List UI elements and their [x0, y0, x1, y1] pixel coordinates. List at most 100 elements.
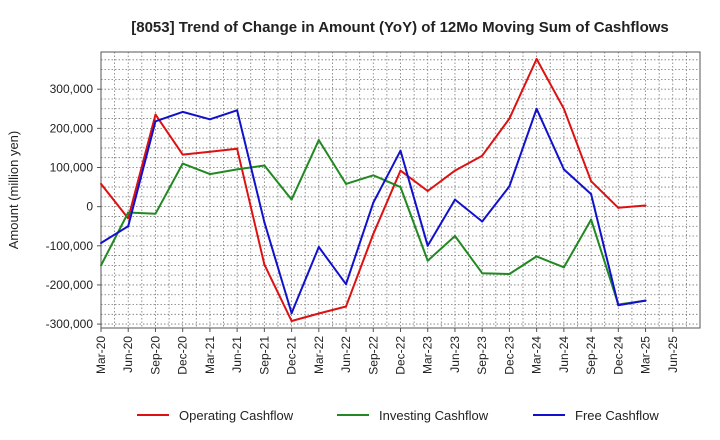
x-tick-label: Mar-25: [639, 336, 653, 374]
x-axis: Mar-20 Jun-20 Sep-20 Dec-20 Mar-21 Jun-21 Sep-…: [94, 328, 680, 375]
y-tick-label: 100,000: [50, 160, 94, 174]
x-tick-label: Dec-22: [394, 336, 408, 375]
free-cashflow-point: [317, 245, 320, 248]
operating-cashflow-point: [154, 113, 157, 116]
y-tick-label: 200,000: [50, 121, 94, 135]
free-cashflow-point: [453, 198, 456, 201]
x-tick-label: Mar-20: [94, 336, 108, 374]
x-tick-label: Jun-24: [557, 336, 571, 373]
investing-cashflow-point: [562, 266, 565, 269]
investing-cashflow-point: [399, 186, 402, 189]
free-cashflow-point: [372, 201, 375, 204]
y-tick-label: -200,000: [46, 278, 94, 292]
grid-lines: [101, 52, 700, 328]
free-cashflow-point: [644, 299, 647, 302]
investing-cashflow-point: [181, 162, 184, 165]
x-tick-label: Jun-23: [448, 336, 462, 373]
operating-cashflow-point: [426, 189, 429, 192]
investing-cashflow-point: [236, 168, 239, 171]
investing-cashflow-point: [127, 211, 130, 214]
investing-cashflow-point: [481, 272, 484, 275]
series-lines: [100, 58, 647, 322]
operating-cashflow-point: [562, 107, 565, 110]
free-cashflow-point: [590, 193, 593, 196]
operating-cashflow-point: [236, 147, 239, 150]
legend-label-investing-cashflow: Investing Cashflow: [379, 408, 489, 423]
operating-cashflow-point: [372, 233, 375, 236]
x-tick-label: Jun-20: [121, 336, 135, 373]
operating-cashflow-point: [127, 217, 130, 220]
x-tick-label: Mar-24: [530, 336, 544, 374]
x-tick-label: Jun-22: [339, 336, 353, 373]
investing-cashflow-point: [453, 235, 456, 237]
x-tick-label: Dec-21: [285, 336, 299, 375]
operating-cashflow-point: [481, 154, 484, 157]
investing-cashflow-point: [426, 259, 429, 262]
y-axis: -300,000 -200,000 -100,000 0 100,000 200,000 3…: [46, 82, 101, 331]
investing-cashflow-point: [590, 218, 593, 221]
free-cashflow-point: [154, 120, 157, 123]
operating-cashflow-point: [345, 305, 348, 308]
investing-cashflow-point: [290, 198, 293, 201]
free-cashflow-point: [236, 109, 239, 112]
investing-cashflow-point: [508, 272, 511, 275]
free-cashflow-point: [617, 304, 620, 307]
x-tick-label: Dec-23: [502, 336, 516, 375]
operating-cashflow-point: [453, 169, 456, 172]
operating-cashflow-point: [263, 263, 266, 266]
free-cashflow-point: [562, 168, 565, 171]
free-cashflow-point: [181, 110, 184, 113]
investing-cashflow-point: [100, 264, 102, 267]
operating-cashflow-point: [399, 169, 402, 172]
free-cashflow-point: [535, 107, 538, 110]
y-tick-label: 0: [86, 200, 93, 214]
x-tick-label: Sep-20: [148, 336, 162, 375]
legend-label-operating-cashflow: Operating Cashflow: [179, 408, 294, 423]
legend: Operating Cashflow Investing Cashflow Free…: [137, 408, 659, 423]
free-cashflow-point: [426, 244, 429, 247]
operating-cashflow-point: [100, 182, 102, 185]
free-cashflow-point: [100, 242, 102, 245]
x-tick-label: Sep-21: [257, 336, 271, 375]
free-cashflow-point: [508, 185, 511, 188]
x-tick-label: Mar-21: [203, 336, 217, 374]
x-tick-label: Sep-24: [584, 336, 598, 375]
x-tick-label: Sep-22: [366, 336, 380, 375]
y-axis-label: Amount (million yen): [6, 131, 21, 250]
x-tick-label: Jun-25: [666, 336, 680, 373]
free-cashflow-point: [263, 221, 266, 224]
x-tick-label: Mar-22: [312, 336, 326, 374]
y-tick-label: -300,000: [46, 317, 94, 331]
chart-title: [8053] Trend of Change in Amount (YoY) o…: [131, 19, 669, 36]
investing-cashflow-point: [208, 173, 211, 176]
operating-cashflow-point: [644, 204, 647, 207]
investing-cashflow-point: [345, 182, 348, 185]
operating-cashflow-point: [290, 319, 293, 322]
free-cashflow-point: [127, 225, 130, 228]
operating-cashflow-point: [317, 312, 320, 315]
investing-cashflow-point: [317, 139, 320, 142]
operating-cashflow-point: [208, 150, 211, 153]
free-cashflow-point: [208, 118, 211, 121]
x-tick-label: Sep-23: [475, 336, 489, 375]
operating-cashflow-point: [535, 58, 538, 61]
operating-cashflow-point: [617, 206, 620, 209]
free-cashflow-point: [481, 220, 484, 223]
x-tick-label: Mar-23: [421, 336, 435, 374]
free-cashflow-point: [290, 312, 293, 315]
investing-cashflow-point: [535, 255, 538, 258]
free-cashflow-point: [399, 149, 402, 152]
investing-cashflow-point: [154, 212, 157, 215]
y-tick-label: 300,000: [50, 82, 94, 96]
x-tick-label: Jun-21: [230, 336, 244, 373]
operating-cashflow-point: [508, 117, 511, 120]
x-tick-label: Dec-20: [176, 336, 190, 375]
operating-cashflow-point: [590, 180, 593, 183]
y-tick-label: -100,000: [46, 239, 94, 253]
investing-cashflow-point: [372, 174, 375, 177]
legend-label-free-cashflow: Free Cashflow: [575, 408, 659, 423]
free-cashflow-point: [345, 283, 348, 286]
operating-cashflow-point: [181, 153, 184, 156]
x-tick-label: Dec-24: [611, 336, 625, 375]
